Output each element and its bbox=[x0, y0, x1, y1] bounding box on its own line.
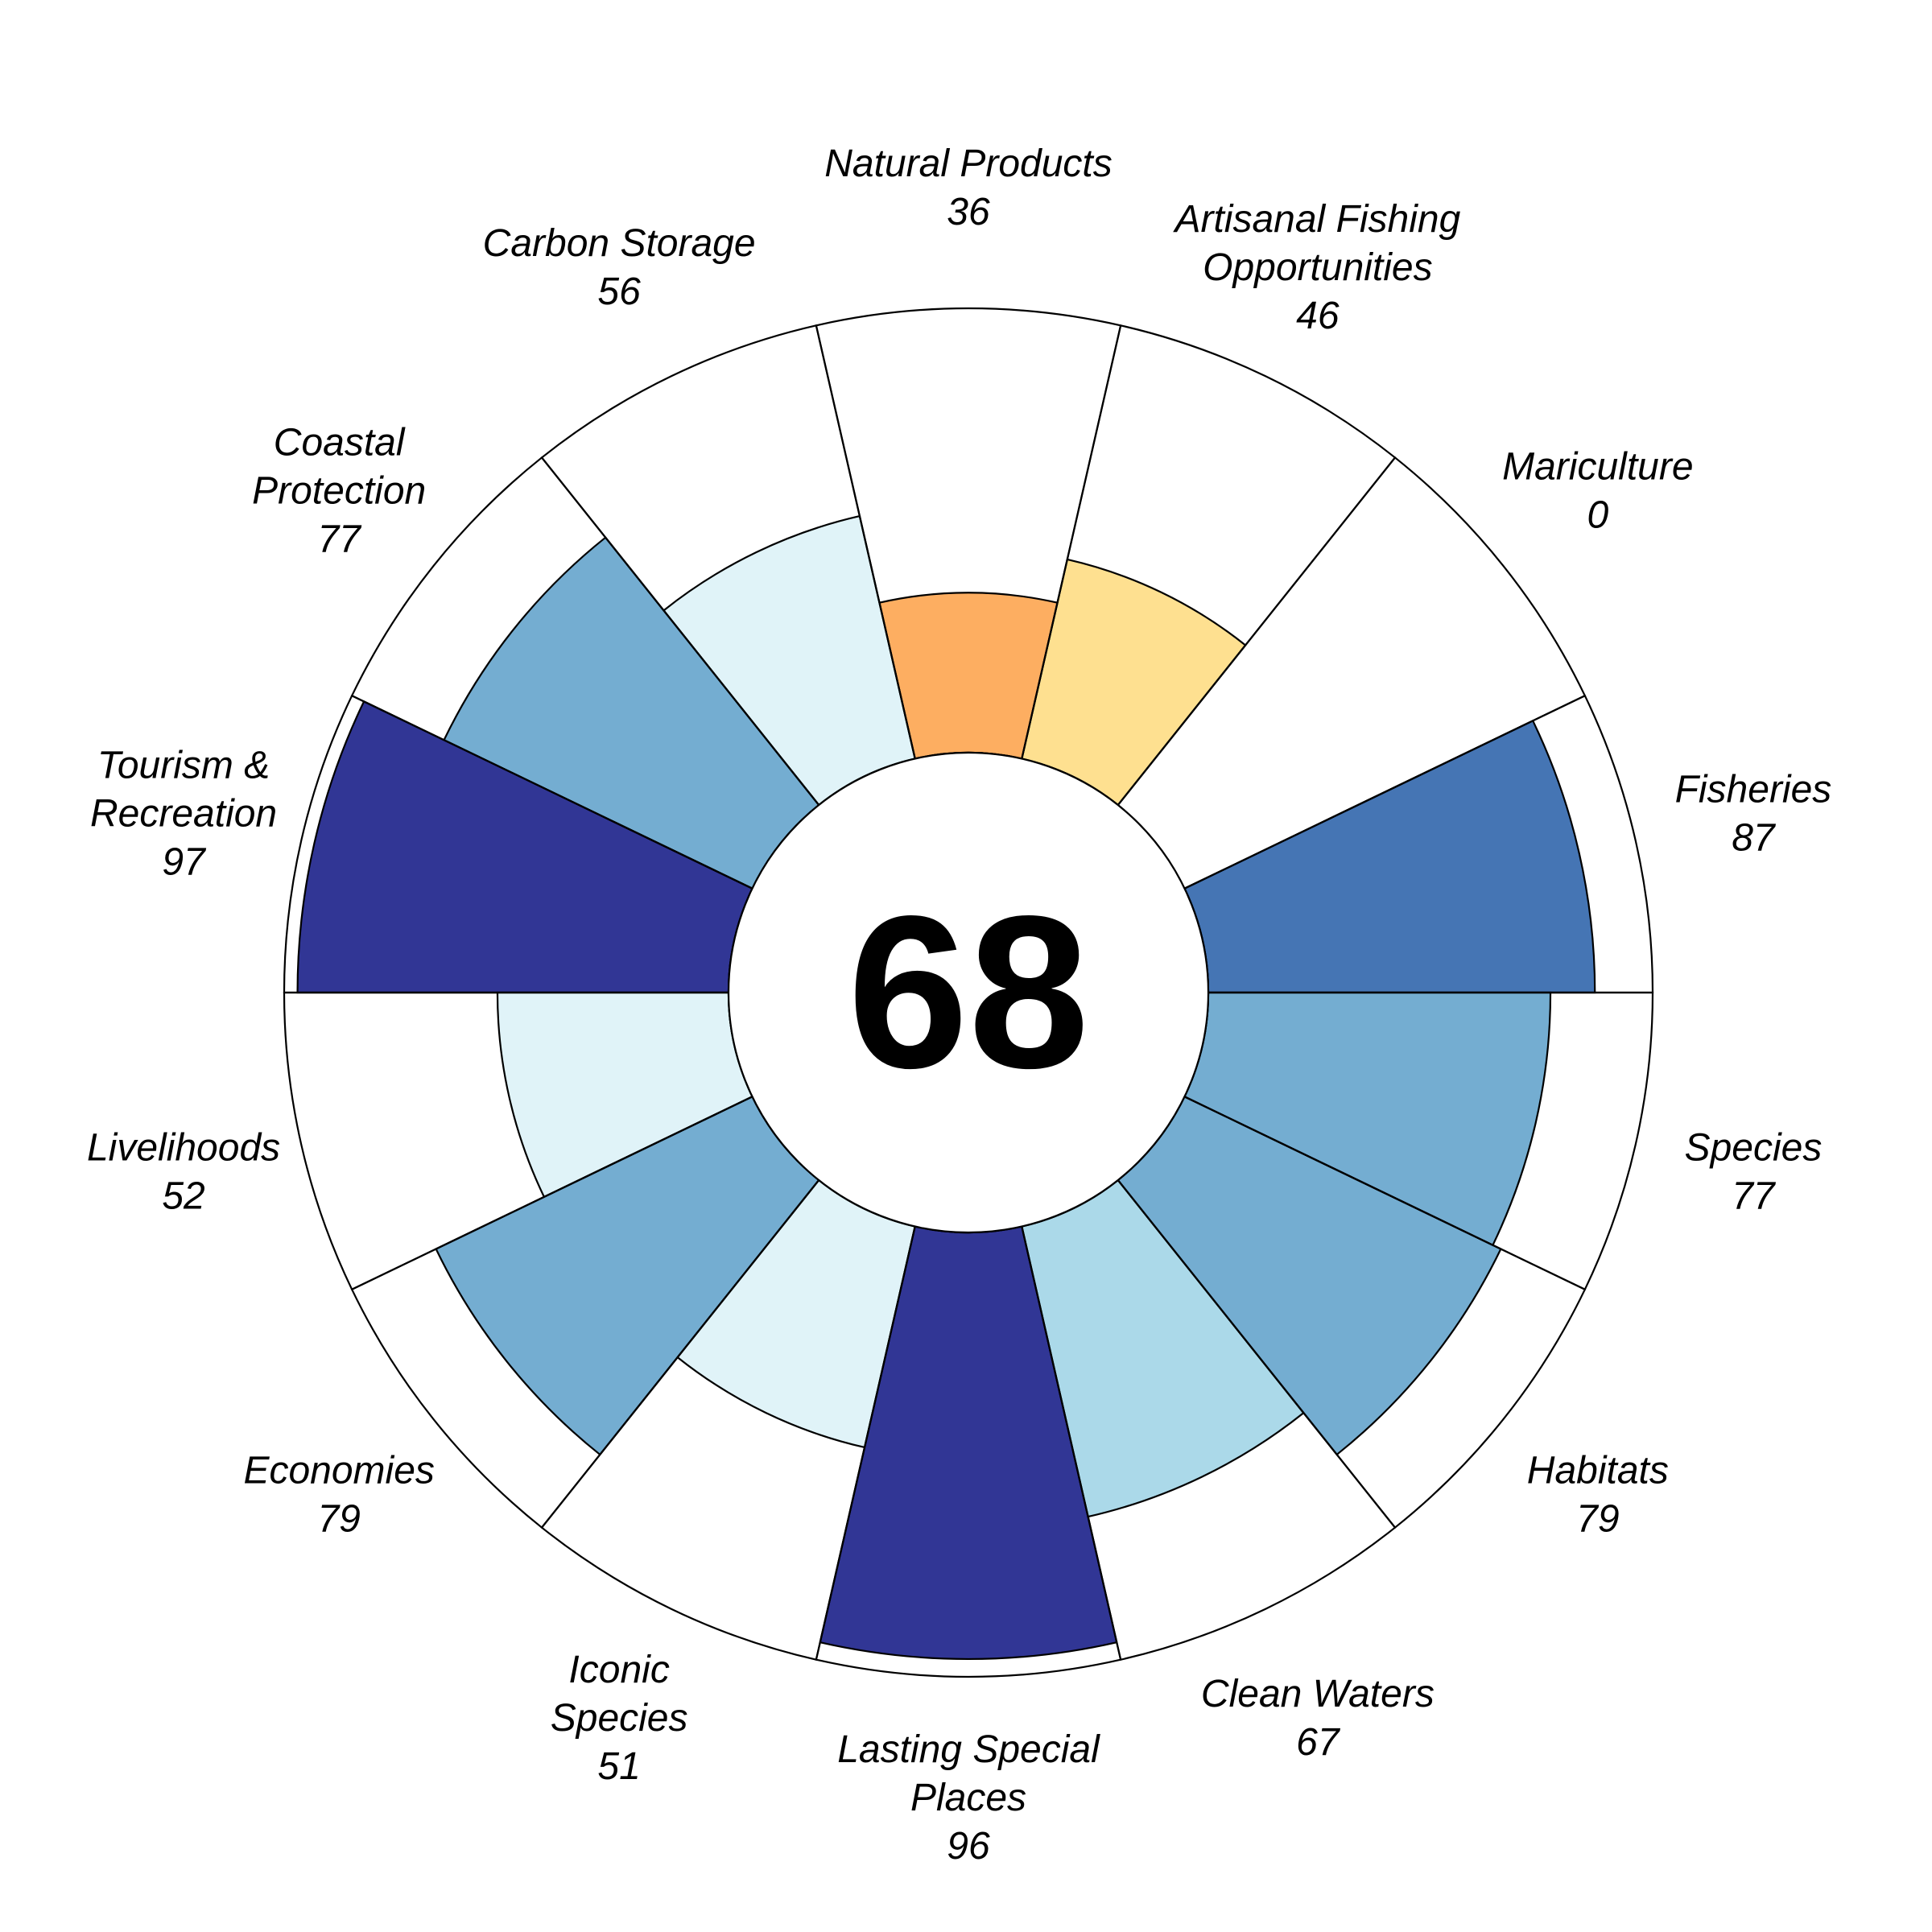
petal-fisheries bbox=[1183, 719, 1596, 994]
score-label: 77 bbox=[317, 518, 362, 561]
label-lasting-special-places: Lasting Special Places 96 bbox=[837, 1728, 1100, 1868]
label-text: Carbon Storage bbox=[483, 222, 756, 265]
label-artisanal-fishing-opportunities: Artisanal Fishing Opportunities 46 bbox=[1172, 198, 1460, 337]
score-label: 79 bbox=[1576, 1497, 1619, 1540]
label-text: Natural Products bbox=[824, 142, 1113, 185]
score-label: 51 bbox=[597, 1745, 640, 1788]
score-label: 77 bbox=[1732, 1175, 1777, 1218]
score-label: 67 bbox=[1296, 1721, 1341, 1764]
label-text: Coastal bbox=[274, 422, 406, 464]
label-clean-waters: Clean Waters 67 bbox=[1201, 1673, 1435, 1764]
label-text: Species bbox=[551, 1697, 688, 1740]
label-group: Fisheries 87 Mariculture 0 Artisanal Fishing… bbox=[87, 142, 1831, 1868]
petal-group bbox=[296, 514, 1596, 1661]
label-text: Species bbox=[1685, 1127, 1823, 1170]
label-text: Artisanal Fishing bbox=[1172, 198, 1460, 241]
label-text: Fisheries bbox=[1675, 768, 1832, 811]
score-label: 0 bbox=[1587, 494, 1608, 537]
score-label: 46 bbox=[1296, 295, 1340, 337]
center-disc bbox=[727, 751, 1210, 1234]
label-mariculture: Mariculture 0 bbox=[1502, 446, 1693, 537]
score-label: 36 bbox=[947, 191, 990, 233]
label-livelihoods: Livelihoods 52 bbox=[87, 1127, 280, 1218]
score-label: 87 bbox=[1732, 816, 1777, 859]
label-text: Iconic bbox=[568, 1649, 669, 1691]
label-text: Tourism & bbox=[97, 744, 270, 786]
label-text: Places bbox=[910, 1777, 1026, 1819]
score-label: 96 bbox=[947, 1825, 990, 1868]
label-text: Mariculture bbox=[1502, 446, 1693, 489]
score-label: 56 bbox=[597, 270, 641, 313]
label-fisheries: Fisheries 87 bbox=[1675, 768, 1832, 859]
label-tourism-recreation: Tourism & Recreation 97 bbox=[90, 744, 277, 883]
label-text: Opportunities bbox=[1203, 246, 1433, 289]
label-text: Protection bbox=[252, 470, 426, 513]
label-text: Habitats bbox=[1527, 1449, 1669, 1492]
label-natural-products: Natural Products 36 bbox=[824, 142, 1113, 233]
label-text: Lasting Special bbox=[837, 1728, 1100, 1771]
label-text: Clean Waters bbox=[1201, 1673, 1435, 1715]
score-label: 97 bbox=[162, 840, 207, 883]
label-carbon-storage: Carbon Storage 56 bbox=[483, 222, 756, 313]
label-text: Livelihoods bbox=[87, 1127, 280, 1170]
label-species: Species 77 bbox=[1685, 1127, 1823, 1218]
overall-score: 68 bbox=[848, 872, 1089, 1114]
score-label: 79 bbox=[317, 1497, 360, 1540]
score-label: 52 bbox=[162, 1175, 204, 1218]
label-text: Recreation bbox=[90, 792, 277, 835]
label-coastal-protection: Coastal Protection 77 bbox=[252, 422, 426, 561]
label-habitats: Habitats 79 bbox=[1527, 1449, 1669, 1540]
label-economies: Economies 79 bbox=[243, 1449, 434, 1540]
label-iconic-species: Iconic Species 51 bbox=[551, 1649, 688, 1788]
label-text: Economies bbox=[243, 1449, 434, 1492]
